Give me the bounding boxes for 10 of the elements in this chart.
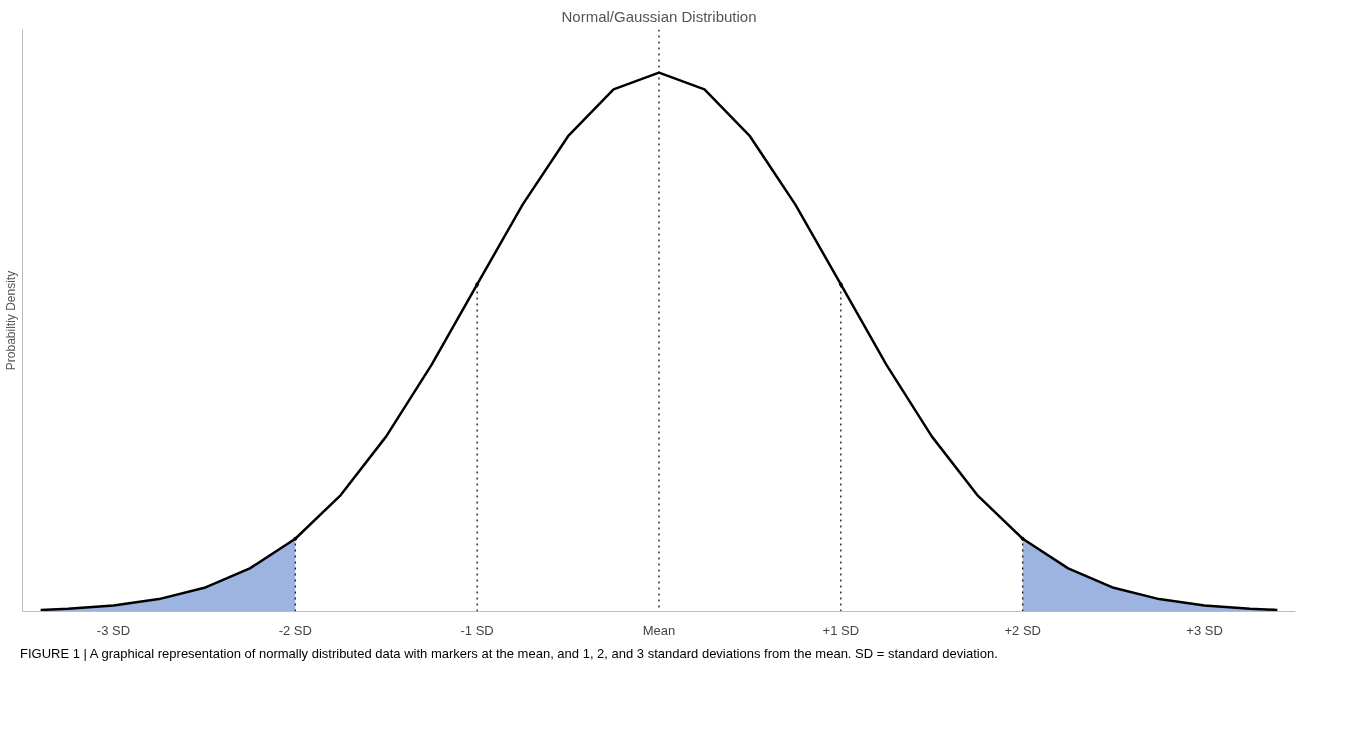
x-tick-label: Mean bbox=[642, 622, 676, 638]
x-tick-label: -1 SD bbox=[460, 622, 494, 638]
x-tick-label: +1 SD bbox=[822, 622, 860, 638]
x-tick-label: +2 SD bbox=[1004, 622, 1041, 638]
x-tick-label: +3 SD bbox=[1186, 622, 1223, 638]
x-tick-label: -3 SD bbox=[96, 622, 131, 638]
y-axis-title: Probabiltiy Density bbox=[3, 270, 18, 371]
caption: FIGURE 1 | A graphical representation of normally distributed data with markers at the mean, and 1, 2, and 3 standard deviations from the mean. SD = standard deviation. bbox=[20, 645, 998, 663]
x-tick-label: -2 SD bbox=[278, 622, 312, 638]
chart-title: Normal/Gaussian Distribution bbox=[561, 7, 757, 25]
